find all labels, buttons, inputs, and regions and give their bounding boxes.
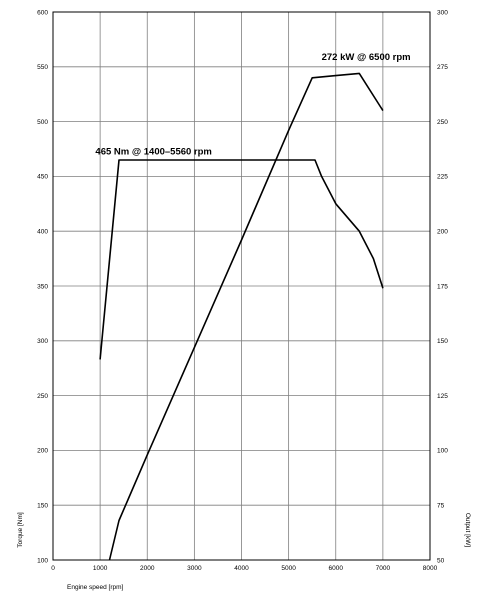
y-left-tick-label: 150 xyxy=(37,503,48,510)
x-axis-title: Engine speed [rpm] xyxy=(67,584,124,591)
y-left-tick-label: 300 xyxy=(37,338,48,345)
x-tick-label: 0 xyxy=(51,565,55,572)
series-lines xyxy=(99,72,384,561)
y-axis-right-title: Output [kW] xyxy=(464,513,471,548)
y-left-tick-label: 100 xyxy=(37,557,48,564)
grid-lines xyxy=(53,12,430,560)
series-line-output xyxy=(108,72,384,561)
y-left-tick-label: 200 xyxy=(37,448,48,455)
x-tick-label: 5000 xyxy=(281,565,296,572)
x-tick-labels: 0 1000 2000 3000 4000 5000 6000 7000 8000 xyxy=(51,565,437,572)
annotation-label: 465 Nm @ 1400–5560 rpm xyxy=(95,146,211,157)
y-right-tick-label: 175 xyxy=(437,283,448,290)
y-left-tick-label: 600 xyxy=(37,9,48,16)
x-tick-label: 8000 xyxy=(423,565,438,572)
plot-frame xyxy=(52,11,431,561)
annotations: 465 Nm @ 1400–5560 rpm 272 kW @ 6500 rpm xyxy=(95,52,410,157)
y-right-tick-label: 100 xyxy=(437,448,448,455)
x-tick-label: 1000 xyxy=(93,565,108,572)
x-tick-label: 2000 xyxy=(140,565,155,572)
y-left-tick-label: 450 xyxy=(37,174,48,181)
y-left-tick-labels: 100 150 200 250 300 350 400 450 500 550 600 xyxy=(37,9,48,564)
y-right-tick-label: 75 xyxy=(437,503,445,510)
y-right-tick-label: 125 xyxy=(437,393,448,400)
y-axis-left-title: Torque [Nm] xyxy=(17,512,24,548)
x-tick-label: 3000 xyxy=(187,565,202,572)
y-right-tick-labels: 50 75 100 125 150 175 200 225 250 275 300 xyxy=(437,9,448,564)
annotation-label: 272 kW @ 6500 rpm xyxy=(322,52,411,63)
series-line-torque xyxy=(99,159,384,360)
y-right-tick-label: 150 xyxy=(437,338,448,345)
y-right-tick-label: 250 xyxy=(437,119,448,126)
y-right-tick-label: 50 xyxy=(437,557,445,564)
y-right-tick-label: 275 xyxy=(437,64,448,71)
y-left-tick-label: 350 xyxy=(37,283,48,290)
x-tick-label: 4000 xyxy=(234,565,249,572)
x-tick-label: 7000 xyxy=(376,565,391,572)
y-left-tick-label: 550 xyxy=(37,64,48,71)
y-right-tick-label: 225 xyxy=(437,174,448,181)
y-right-tick-label: 300 xyxy=(437,9,448,16)
x-tick-label: 6000 xyxy=(329,565,344,572)
y-left-tick-label: 250 xyxy=(37,393,48,400)
y-right-tick-label: 200 xyxy=(437,229,448,236)
y-left-tick-label: 500 xyxy=(37,119,48,126)
y-left-tick-label: 400 xyxy=(37,229,48,236)
